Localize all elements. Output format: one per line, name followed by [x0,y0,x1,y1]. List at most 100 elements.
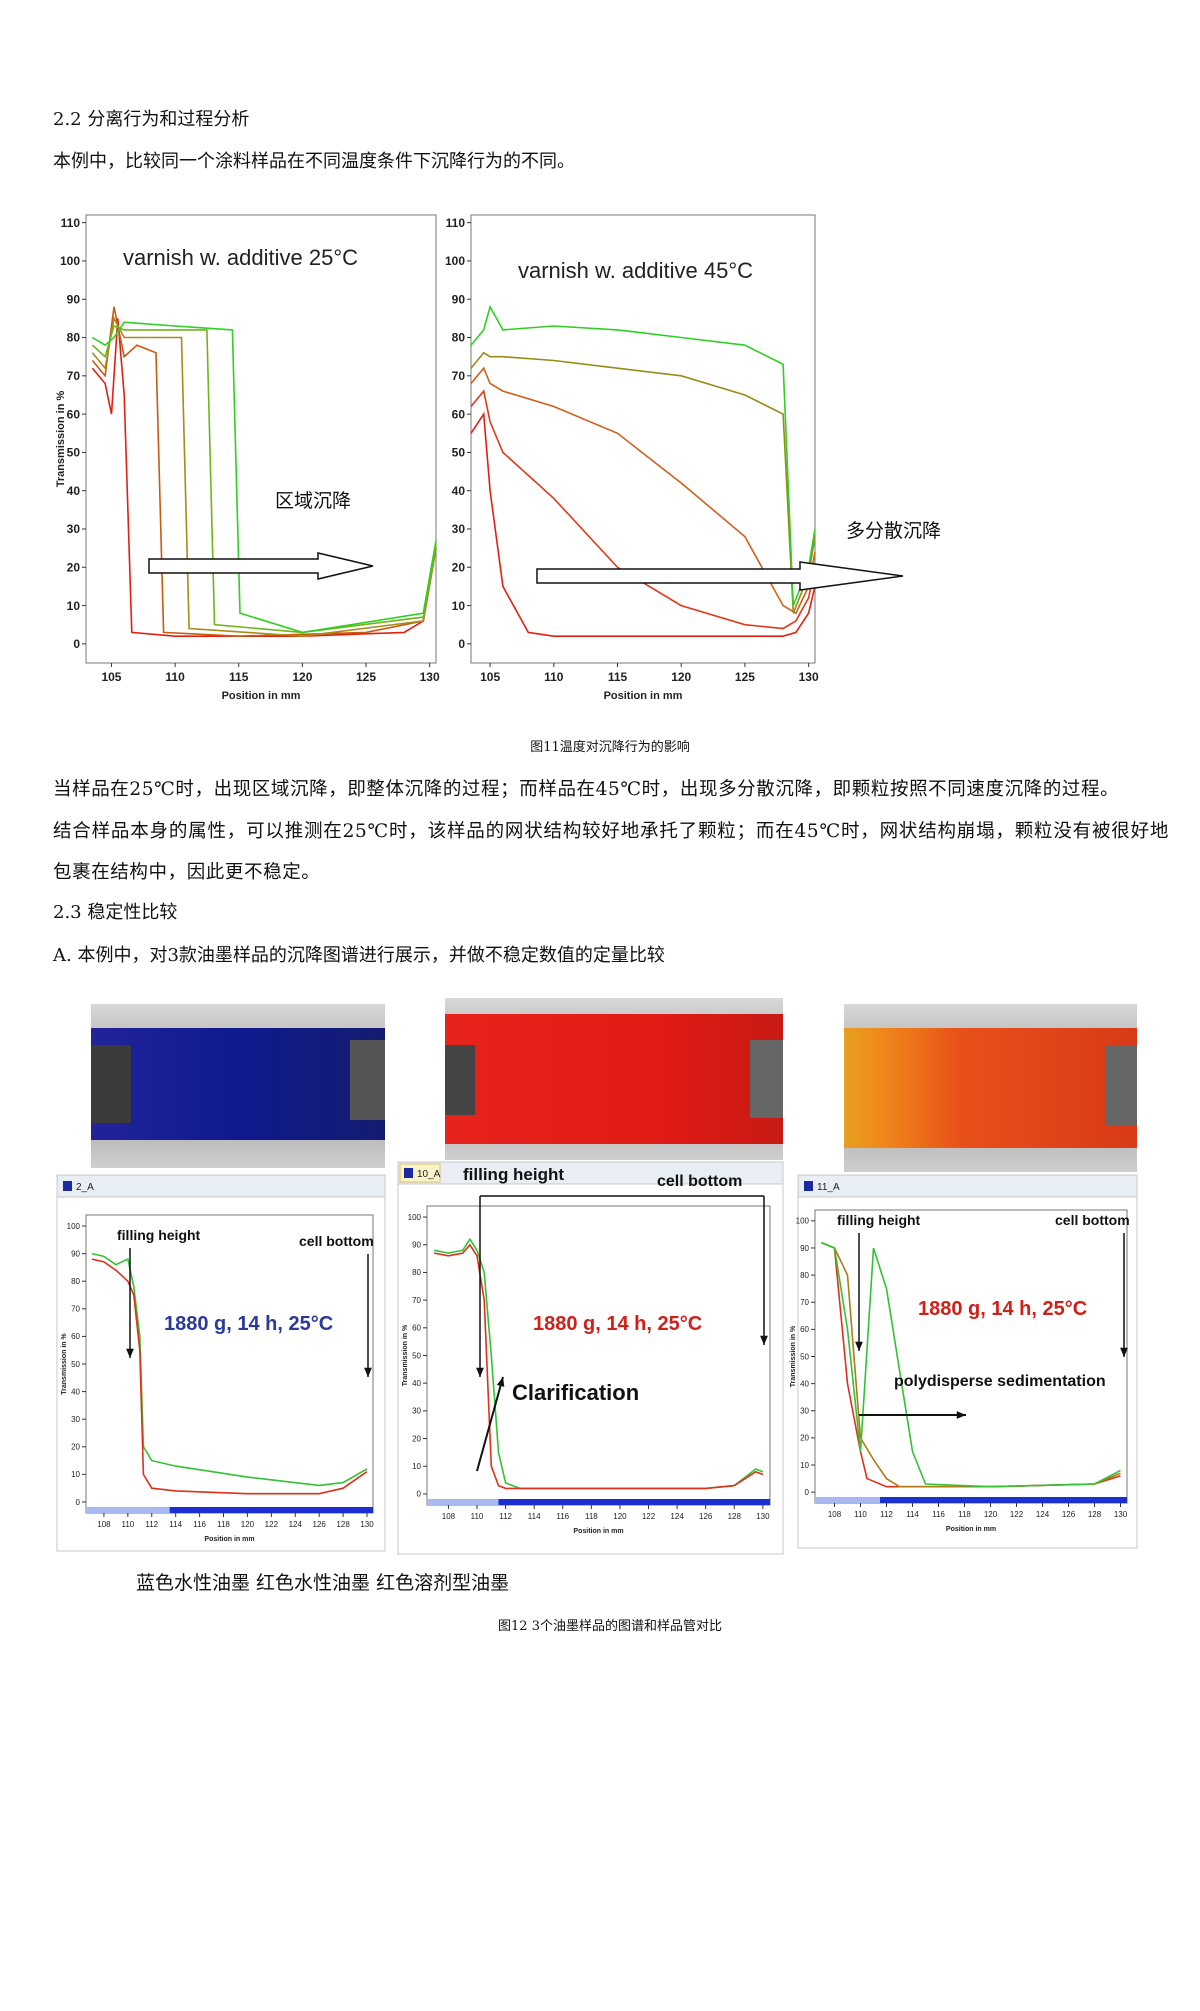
x-tick-label: 114 [169,1520,182,1529]
tube-photo [844,1004,1137,1172]
range-bar [498,1499,770,1505]
arrow-head [476,1367,484,1377]
y-axis-label: Transmission in % [790,1325,797,1387]
title-box [111,237,381,277]
y-tick-label: 30 [71,1415,80,1424]
x-tick-label: 126 [313,1520,327,1529]
x-tick-label: 126 [1062,1510,1076,1519]
y-tick-label: 0 [417,1490,422,1499]
x-tick-label: 108 [828,1510,842,1519]
plot-area [426,1205,771,1506]
x-tick-label: 122 [265,1520,279,1529]
chart-title: varnish w. additive 45°C [518,258,753,283]
arrow [476,1376,504,1472]
x-tick-label: 126 [699,1512,713,1521]
x-tick-label: 108 [97,1520,111,1529]
data-line [470,304,816,606]
y-tick-label: 100 [67,1222,81,1231]
y-tick-label: 40 [800,1379,809,1388]
x-tick-label: 125 [356,670,376,684]
filling-label: filling height [117,1227,201,1243]
tube-photo [91,1004,385,1168]
arrow-head [956,1411,966,1419]
y-tick-label: 100 [408,1213,422,1222]
x-tick-label: 105 [480,670,500,684]
x-axis-label: Position in mm [573,1528,623,1535]
filling-label: filling height [463,1165,564,1184]
y-tick-label: 10 [800,1461,809,1470]
data-line [470,389,816,630]
x-tick-label: 116 [556,1512,569,1521]
annotation: 多分散沉降 [846,520,941,542]
y-tick-label: 10 [71,1470,80,1479]
y-tick-label: 60 [412,1324,421,1333]
x-tick-label: 115 [608,670,628,684]
y-tick-label: 80 [800,1271,809,1280]
y-tick-label: 30 [67,522,81,536]
y-tick-label: 50 [67,446,81,460]
y-tick-label: 10 [67,599,81,613]
y-tick-label: 90 [452,292,466,306]
chart-title: varnish w. additive 25°C [123,245,358,270]
y-tick-label: 90 [800,1244,809,1253]
y-tick-label: 20 [800,1434,809,1443]
y-tick-label: 20 [71,1443,80,1452]
section-heading: 2.3 稳定性比较 [53,902,178,923]
x-tick-label: 110 [471,1512,484,1521]
x-tick-label: 110 [165,670,185,684]
range-bar [880,1497,1127,1503]
arrow-head [126,1348,134,1358]
x-tick-label: 112 [499,1512,512,1521]
x-tick-label: 112 [880,1510,893,1519]
y-tick-label: 100 [796,1217,810,1226]
y-tick-label: 100 [445,254,465,268]
arrow-head [1120,1347,1128,1357]
data-line [470,411,816,637]
y-tick-label: 20 [452,560,466,574]
y-tick-label: 100 [60,254,80,268]
y-tick-label: 60 [67,407,81,421]
tab-label: 10_A [417,1169,441,1180]
figure-caption: 图11温度对沉降行为的影响 [530,740,690,755]
note-label: Clarification [512,1380,639,1405]
y-tick-label: 70 [800,1298,809,1307]
y-axis-label: Transmission in % [402,1324,409,1386]
x-tick-label: 114 [528,1512,541,1521]
y-tick-label: 110 [61,216,81,230]
x-tick-label: 128 [728,1512,742,1521]
y-tick-label: 50 [452,446,466,460]
tab-icon [63,1181,72,1191]
x-tick-label: 130 [799,670,819,684]
y-tick-label: 80 [67,331,81,345]
data-line [433,1243,764,1490]
block-arrow [536,561,904,591]
panel-tab-bar [56,1174,386,1198]
x-axis-label: Position in mm [204,1536,254,1543]
y-tick-label: 70 [67,369,81,383]
x-axis-label: Position in mm [604,690,683,702]
y-tick-label: 90 [412,1241,421,1250]
y-tick-label: 110 [446,216,466,230]
x-tick-label: 128 [1088,1510,1102,1519]
note-label: polydisperse sedimentation [894,1373,1106,1390]
x-tick-label: 128 [336,1520,350,1529]
y-tick-label: 60 [71,1332,80,1341]
y-tick-label: 20 [67,560,81,574]
x-tick-label: 120 [613,1512,627,1521]
figure-caption: 图12 3个油墨样品的图谱和样品管对比 [498,1619,722,1634]
sample-labels: 蓝色水性油墨 红色水性油墨 红色溶剂型油墨 [136,1572,510,1594]
data-line [821,1241,1121,1488]
block-arrow [148,552,374,580]
condition-label: 1880 g, 14 h, 25°C [164,1313,333,1335]
condition-label: 1880 g, 14 h, 25°C [918,1298,1087,1320]
y-tick-label: 10 [452,599,466,613]
section-heading: 2.2 分离行为和过程分析 [53,109,250,130]
x-tick-label: 116 [932,1510,945,1519]
y-tick-label: 90 [71,1249,80,1258]
section-intro: A. 本例中，对3款油墨样品的沉降图谱进行展示，并做不稳定数值的定量比较 [53,945,665,966]
x-tick-label: 118 [958,1510,971,1519]
y-tick-label: 0 [73,637,80,651]
x-tick-label: 105 [101,670,121,684]
tab-icon [404,1168,413,1178]
